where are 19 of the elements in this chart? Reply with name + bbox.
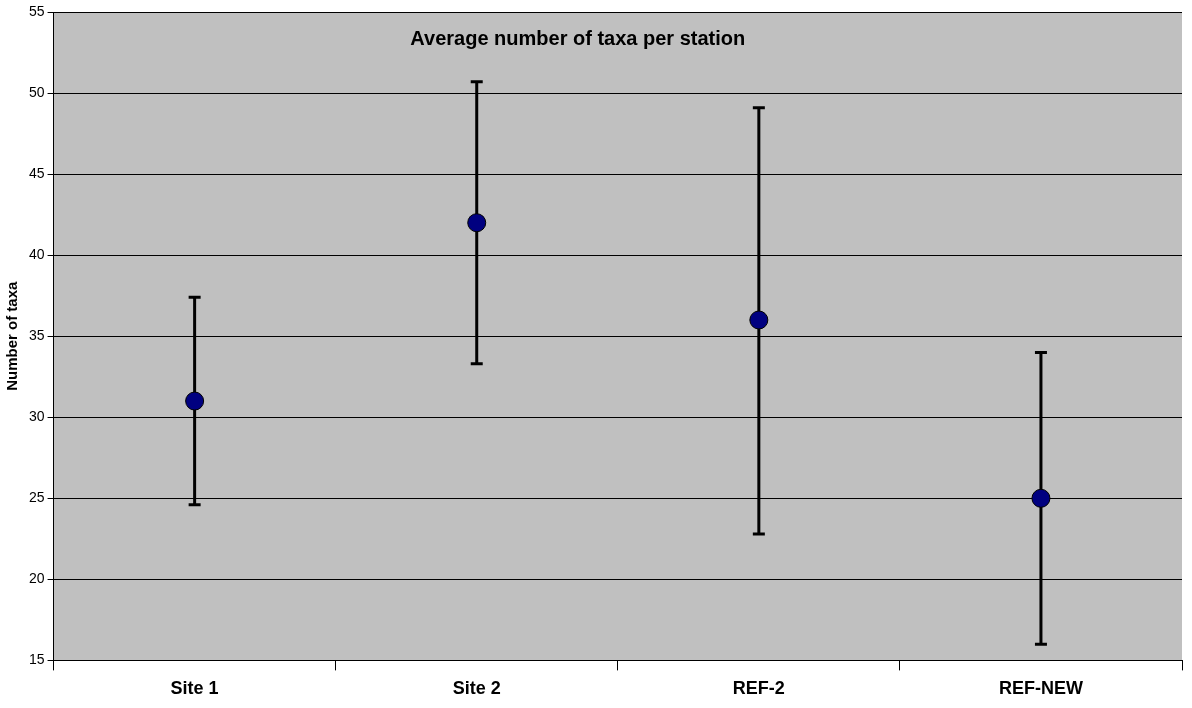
y-tick-label: 25 (28, 489, 45, 506)
y-tick-label: 55 (28, 2, 45, 19)
point (749, 310, 769, 330)
text: Average number of taxa per station (410, 26, 746, 49)
point (467, 213, 487, 233)
y-axis-title: Number of taxa (3, 280, 21, 391)
point (1031, 488, 1051, 508)
y-tick-label: 45 (28, 164, 45, 181)
y-tick-label: 40 (28, 246, 45, 263)
x-tick-label: Site 1 (170, 678, 219, 699)
y-tick-label: 35 (28, 327, 45, 344)
y-tick-label: 50 (28, 83, 45, 100)
y-tick-label: 20 (28, 570, 45, 587)
x-tick-label: Site 2 (452, 678, 501, 699)
x-tick-label: REF-2 (732, 678, 785, 699)
point (185, 391, 205, 411)
y-tick-label: 15 (28, 651, 45, 668)
x-tick-label: REF-NEW (998, 678, 1083, 699)
y-tick-label: 30 (28, 408, 45, 425)
